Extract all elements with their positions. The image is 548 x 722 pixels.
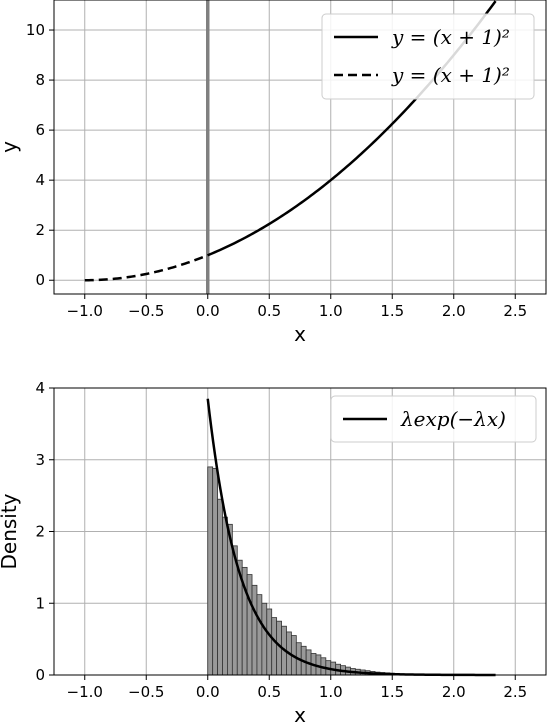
y-tick-label: 2 (35, 523, 45, 541)
top-axes-frame (53, 0, 547, 295)
bottom-legend-label: λexp(−λx) (400, 407, 506, 431)
x-tick-label: 2.5 (503, 302, 527, 320)
bottom-ticks: −1.0 −0.5 0.0 0.5 1.0 1.5 2.0 2.5 0 1 2 3 4 (35, 379, 527, 701)
histogram-bar (207, 466, 214, 676)
histogram-bar (256, 594, 263, 676)
top-legend: y = (x + 1)² y = (x + 1)² (321, 13, 535, 100)
histogram-bar (212, 467, 218, 676)
histogram-bar (246, 574, 253, 676)
x-tick-label: 0.5 (257, 302, 281, 320)
bottom-legend: λexp(−λx) (330, 395, 537, 443)
bottom-histogram-bars (207, 466, 405, 676)
y-tick-label: 0 (35, 666, 45, 684)
x-tick-label: 0.0 (196, 683, 220, 701)
x-tick-label: 2.0 (442, 302, 466, 320)
histogram-bar (217, 498, 223, 676)
top-legend-label-dashed: y = (x + 1)² (391, 63, 510, 87)
y-tick-label: 4 (35, 379, 45, 397)
top-y-axis-label: y (0, 141, 21, 153)
top-series-dashed-line (84, 254, 209, 282)
bottom-chart-panel: −1.0 −0.5 0.0 0.5 1.0 1.5 2.0 2.5 0 1 2 3 4 x Densit… (0, 379, 547, 722)
histogram-bar (266, 608, 273, 676)
y-tick-label: 2 (35, 221, 45, 239)
histogram-bar (271, 617, 278, 676)
histogram-bar (261, 602, 268, 676)
x-tick-label: 2.5 (503, 683, 527, 701)
x-tick-label: 2.0 (442, 683, 466, 701)
y-tick-label: 4 (35, 171, 45, 189)
top-legend-box (321, 13, 535, 100)
top-x-axis-label: x (294, 322, 306, 346)
bottom-y-axis-label: Density (0, 493, 21, 569)
x-tick-label: 1.5 (380, 683, 404, 701)
y-tick-label: 8 (35, 71, 45, 89)
x-tick-label: 1.0 (319, 683, 343, 701)
top-chart-panel: −1.0 −0.5 0.0 0.5 1.0 1.5 2.0 2.5 0 2 4 6 8 10 x y y … (0, 0, 547, 346)
histogram-bar (251, 584, 258, 676)
y-tick-label: 1 (35, 594, 45, 612)
x-tick-label: −1.0 (67, 683, 103, 701)
x-tick-label: −0.5 (128, 683, 164, 701)
histogram-bar (222, 516, 228, 676)
x-tick-label: 0.5 (257, 683, 281, 701)
y-tick-label: 10 (26, 21, 45, 39)
x-tick-label: −0.5 (128, 302, 164, 320)
y-tick-label: 0 (35, 271, 45, 289)
top-ticks: −1.0 −0.5 0.0 0.5 1.0 1.5 2.0 2.5 0 2 4 6 8 10 (26, 21, 527, 320)
bottom-x-axis-label: x (294, 703, 306, 722)
y-tick-label: 6 (35, 121, 45, 139)
x-tick-label: −1.0 (67, 302, 103, 320)
y-tick-label: 3 (35, 451, 45, 469)
x-tick-label: 0.0 (196, 302, 220, 320)
x-tick-label: 1.0 (319, 302, 343, 320)
top-legend-label-solid: y = (x + 1)² (391, 25, 510, 49)
bottom-legend-box (330, 395, 537, 443)
x-tick-label: 1.5 (380, 302, 404, 320)
